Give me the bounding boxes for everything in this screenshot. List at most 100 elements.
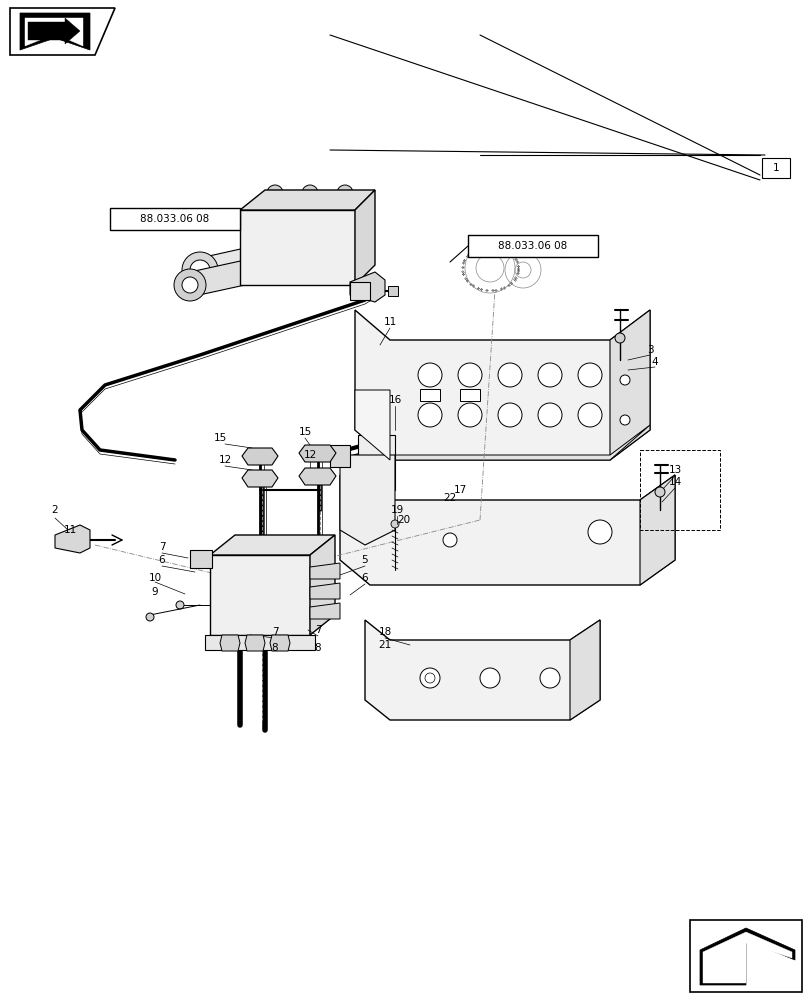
Polygon shape xyxy=(365,620,599,720)
Polygon shape xyxy=(298,445,336,462)
Circle shape xyxy=(418,403,441,427)
Circle shape xyxy=(182,277,198,293)
Circle shape xyxy=(457,403,482,427)
Polygon shape xyxy=(354,425,649,460)
Circle shape xyxy=(190,260,210,280)
Text: 12: 12 xyxy=(303,450,316,460)
Polygon shape xyxy=(10,8,115,55)
Text: 16: 16 xyxy=(388,395,401,405)
Text: 6: 6 xyxy=(158,555,165,565)
Polygon shape xyxy=(204,635,315,650)
Bar xyxy=(467,235,597,257)
Polygon shape xyxy=(25,18,83,46)
Bar xyxy=(689,920,801,992)
Text: 19: 19 xyxy=(390,505,403,515)
Polygon shape xyxy=(298,468,336,485)
Text: 6: 6 xyxy=(361,573,368,583)
Polygon shape xyxy=(340,475,674,585)
Polygon shape xyxy=(569,620,599,720)
Text: 12: 12 xyxy=(218,455,231,465)
Text: 7: 7 xyxy=(315,625,321,635)
Text: 18: 18 xyxy=(378,627,391,637)
Bar xyxy=(388,286,397,296)
Polygon shape xyxy=(240,190,375,210)
Circle shape xyxy=(538,363,561,387)
Polygon shape xyxy=(190,260,245,297)
Bar xyxy=(761,158,789,178)
Polygon shape xyxy=(242,448,277,465)
Text: 20: 20 xyxy=(397,515,410,525)
Circle shape xyxy=(419,668,440,688)
Polygon shape xyxy=(699,928,794,985)
Circle shape xyxy=(587,520,611,544)
Text: 88.033.06 08: 88.033.06 08 xyxy=(140,214,209,224)
Circle shape xyxy=(497,403,521,427)
Circle shape xyxy=(418,363,441,387)
Text: 17: 17 xyxy=(453,485,466,495)
Text: 11: 11 xyxy=(63,525,76,535)
Circle shape xyxy=(249,637,259,647)
Polygon shape xyxy=(242,470,277,487)
Bar xyxy=(329,445,350,467)
Circle shape xyxy=(264,637,275,647)
Text: 15: 15 xyxy=(298,427,311,437)
Circle shape xyxy=(443,533,457,547)
Circle shape xyxy=(577,363,601,387)
Polygon shape xyxy=(240,210,354,285)
Bar xyxy=(350,282,370,300)
Polygon shape xyxy=(310,563,340,579)
Circle shape xyxy=(539,668,560,688)
Circle shape xyxy=(233,637,242,647)
Polygon shape xyxy=(354,310,649,460)
Text: 10: 10 xyxy=(148,573,161,583)
Text: 8: 8 xyxy=(315,643,321,653)
Text: 21: 21 xyxy=(378,640,391,650)
Text: 14: 14 xyxy=(667,477,680,487)
Text: 11: 11 xyxy=(383,317,396,327)
Polygon shape xyxy=(210,555,310,635)
Text: 15: 15 xyxy=(213,433,226,443)
Circle shape xyxy=(267,185,283,201)
Circle shape xyxy=(281,637,290,647)
Circle shape xyxy=(217,637,227,647)
Polygon shape xyxy=(340,455,394,545)
Text: 1: 1 xyxy=(772,163,779,173)
Circle shape xyxy=(424,673,435,683)
Polygon shape xyxy=(200,248,245,282)
Polygon shape xyxy=(28,18,80,44)
Circle shape xyxy=(174,269,206,301)
Polygon shape xyxy=(270,635,290,651)
Text: 7: 7 xyxy=(272,627,278,637)
Circle shape xyxy=(457,363,482,387)
Polygon shape xyxy=(609,310,649,460)
Polygon shape xyxy=(310,535,335,635)
Circle shape xyxy=(577,403,601,427)
Bar xyxy=(639,450,719,530)
Polygon shape xyxy=(358,435,394,490)
Polygon shape xyxy=(354,390,389,460)
Polygon shape xyxy=(702,932,791,983)
Bar xyxy=(109,208,240,230)
Polygon shape xyxy=(210,535,335,555)
Circle shape xyxy=(620,375,629,385)
Polygon shape xyxy=(310,603,340,619)
Text: 7: 7 xyxy=(158,542,165,552)
Circle shape xyxy=(391,520,398,528)
Polygon shape xyxy=(639,475,674,585)
Circle shape xyxy=(538,403,561,427)
Text: 5: 5 xyxy=(361,555,368,565)
Text: 9: 9 xyxy=(152,587,158,597)
Polygon shape xyxy=(354,190,375,285)
Polygon shape xyxy=(20,13,90,50)
Text: 13: 13 xyxy=(667,465,680,475)
Polygon shape xyxy=(310,583,340,599)
Bar xyxy=(190,550,212,568)
Polygon shape xyxy=(245,635,264,651)
Polygon shape xyxy=(350,272,384,302)
Text: 3: 3 xyxy=(646,345,653,355)
Circle shape xyxy=(146,613,154,621)
Text: 88.033.06 08: 88.033.06 08 xyxy=(498,241,567,251)
Polygon shape xyxy=(220,635,240,651)
Circle shape xyxy=(337,185,353,201)
Circle shape xyxy=(614,333,624,343)
